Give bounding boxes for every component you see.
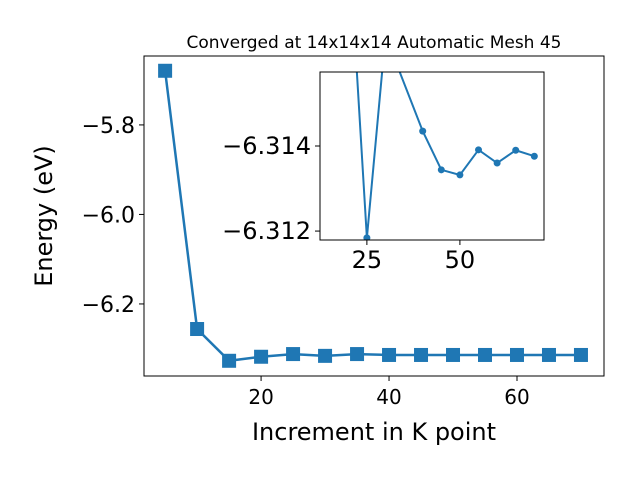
chart-title: Converged at 14x14x14 Automatic Mesh 45 <box>187 33 562 53</box>
marker <box>478 347 493 362</box>
marker <box>286 347 301 362</box>
marker <box>493 159 501 167</box>
axes-frame <box>319 71 545 241</box>
x-tick-label: 25 <box>352 246 383 274</box>
marker <box>509 347 524 362</box>
marker <box>456 171 464 179</box>
y-tick-label: −6.314 <box>222 132 311 160</box>
x-tick-label: 60 <box>504 385 529 409</box>
marker <box>530 152 538 160</box>
y-tick-label: −6.2 <box>82 293 135 318</box>
x-tick-label: 50 <box>445 246 476 274</box>
plot-area <box>158 63 588 368</box>
marker <box>254 349 269 364</box>
marker <box>222 353 237 368</box>
plot-background <box>320 72 544 240</box>
marker <box>512 146 520 154</box>
y-tick-label: −6.0 <box>82 203 135 228</box>
series-line <box>355 72 535 238</box>
marker <box>382 347 397 362</box>
marker <box>363 234 371 240</box>
marker <box>190 322 205 337</box>
marker <box>414 347 429 362</box>
x-tick-label: 40 <box>376 385 401 409</box>
plot-area <box>355 72 538 240</box>
marker <box>419 127 427 135</box>
axes-frame <box>143 55 605 377</box>
marker <box>573 347 588 362</box>
x-tick-label: 20 <box>248 385 273 409</box>
marker <box>318 348 333 363</box>
y-tick-label: −5.8 <box>82 114 135 139</box>
marker <box>350 347 365 362</box>
y-tick-label: −6.312 <box>222 217 311 245</box>
marker <box>475 146 483 154</box>
y-axis-label: Energy (eV) <box>30 145 58 287</box>
marker <box>158 63 173 78</box>
marker <box>437 166 445 174</box>
x-axis-label: Increment in K point <box>252 418 496 446</box>
marker <box>446 347 461 362</box>
marker <box>541 347 556 362</box>
